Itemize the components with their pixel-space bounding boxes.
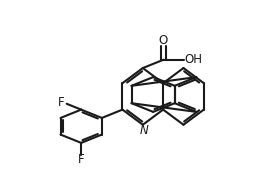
- Text: F: F: [57, 96, 64, 109]
- Text: OH: OH: [184, 53, 202, 66]
- Text: F: F: [78, 153, 85, 166]
- Text: O: O: [159, 34, 168, 47]
- Text: N: N: [139, 124, 148, 136]
